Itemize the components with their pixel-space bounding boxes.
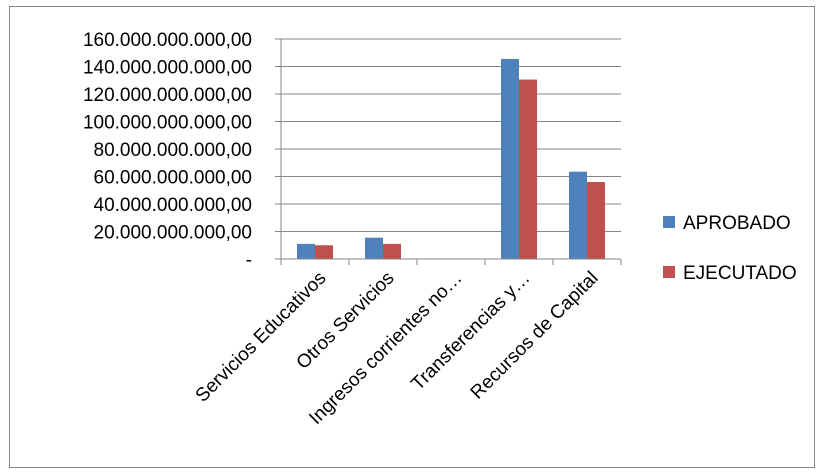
bar-aprobado-4 [569,171,587,259]
bars [297,58,605,260]
gridlines [281,38,621,260]
bar-ejecutado-4 [587,182,605,259]
y-tick-label: 100.000.000.000,00 [83,113,252,134]
legend-label-ejecutado: EJECUTADO [683,263,797,284]
y-tick-label: 20.000.000.000,00 [94,223,253,244]
y-tick-label: 120.000.000.000,00 [83,85,252,106]
y-tick-label: 80.000.000.000,00 [94,140,253,161]
bar-ejecutado-0 [315,245,333,259]
legend-swatch-aprobado [663,216,675,228]
legend-label-aprobado: APROBADO [683,213,791,234]
bar-aprobado-1 [365,237,383,259]
bar-aprobado-0 [297,243,315,259]
y-tick-label: - [246,250,252,271]
x-tick-label: Servicios Educativos [192,268,331,407]
x-tick-label: Transferencias y… [407,268,534,395]
y-tick-label: 140.000.000.000,00 [83,58,252,79]
legend: APROBADO EJECUTADO [663,213,797,284]
y-tick-label: 40.000.000.000,00 [94,195,253,216]
bar-aprobado-3 [501,58,519,259]
axes [280,39,622,265]
bar-ejecutado-3 [519,79,537,259]
x-tick-label: Recursos de Capital [467,268,603,404]
bar-chart: - 20.000.000.000,00 40.000.000.000,00 60.00… [83,30,797,429]
y-axis-ticks: - 20.000.000.000,00 40.000.000.000,00 60.00… [83,30,281,271]
legend-swatch-ejecutado [663,266,675,278]
y-tick-label: 160.000.000.000,00 [83,30,252,51]
bar-ejecutado-1 [383,243,401,259]
y-tick-label: 60.000.000.000,00 [94,168,253,189]
chart-frame: - 20.000.000.000,00 40.000.000.000,00 60.00… [9,6,815,468]
